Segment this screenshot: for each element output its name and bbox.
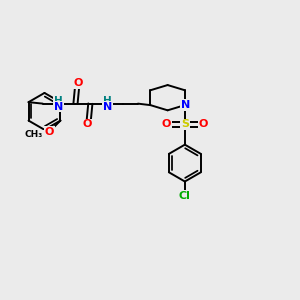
Text: H: H bbox=[103, 96, 112, 106]
Text: N: N bbox=[103, 102, 112, 112]
Text: N: N bbox=[54, 102, 63, 112]
Text: S: S bbox=[181, 119, 189, 129]
Text: O: O bbox=[199, 119, 208, 129]
Text: H: H bbox=[54, 96, 63, 106]
Text: O: O bbox=[44, 127, 54, 137]
Text: CH₃: CH₃ bbox=[25, 130, 43, 139]
Text: O: O bbox=[74, 78, 83, 88]
Text: Cl: Cl bbox=[179, 191, 191, 201]
Text: N: N bbox=[181, 100, 190, 110]
Text: O: O bbox=[83, 119, 92, 129]
Text: O: O bbox=[162, 119, 171, 129]
